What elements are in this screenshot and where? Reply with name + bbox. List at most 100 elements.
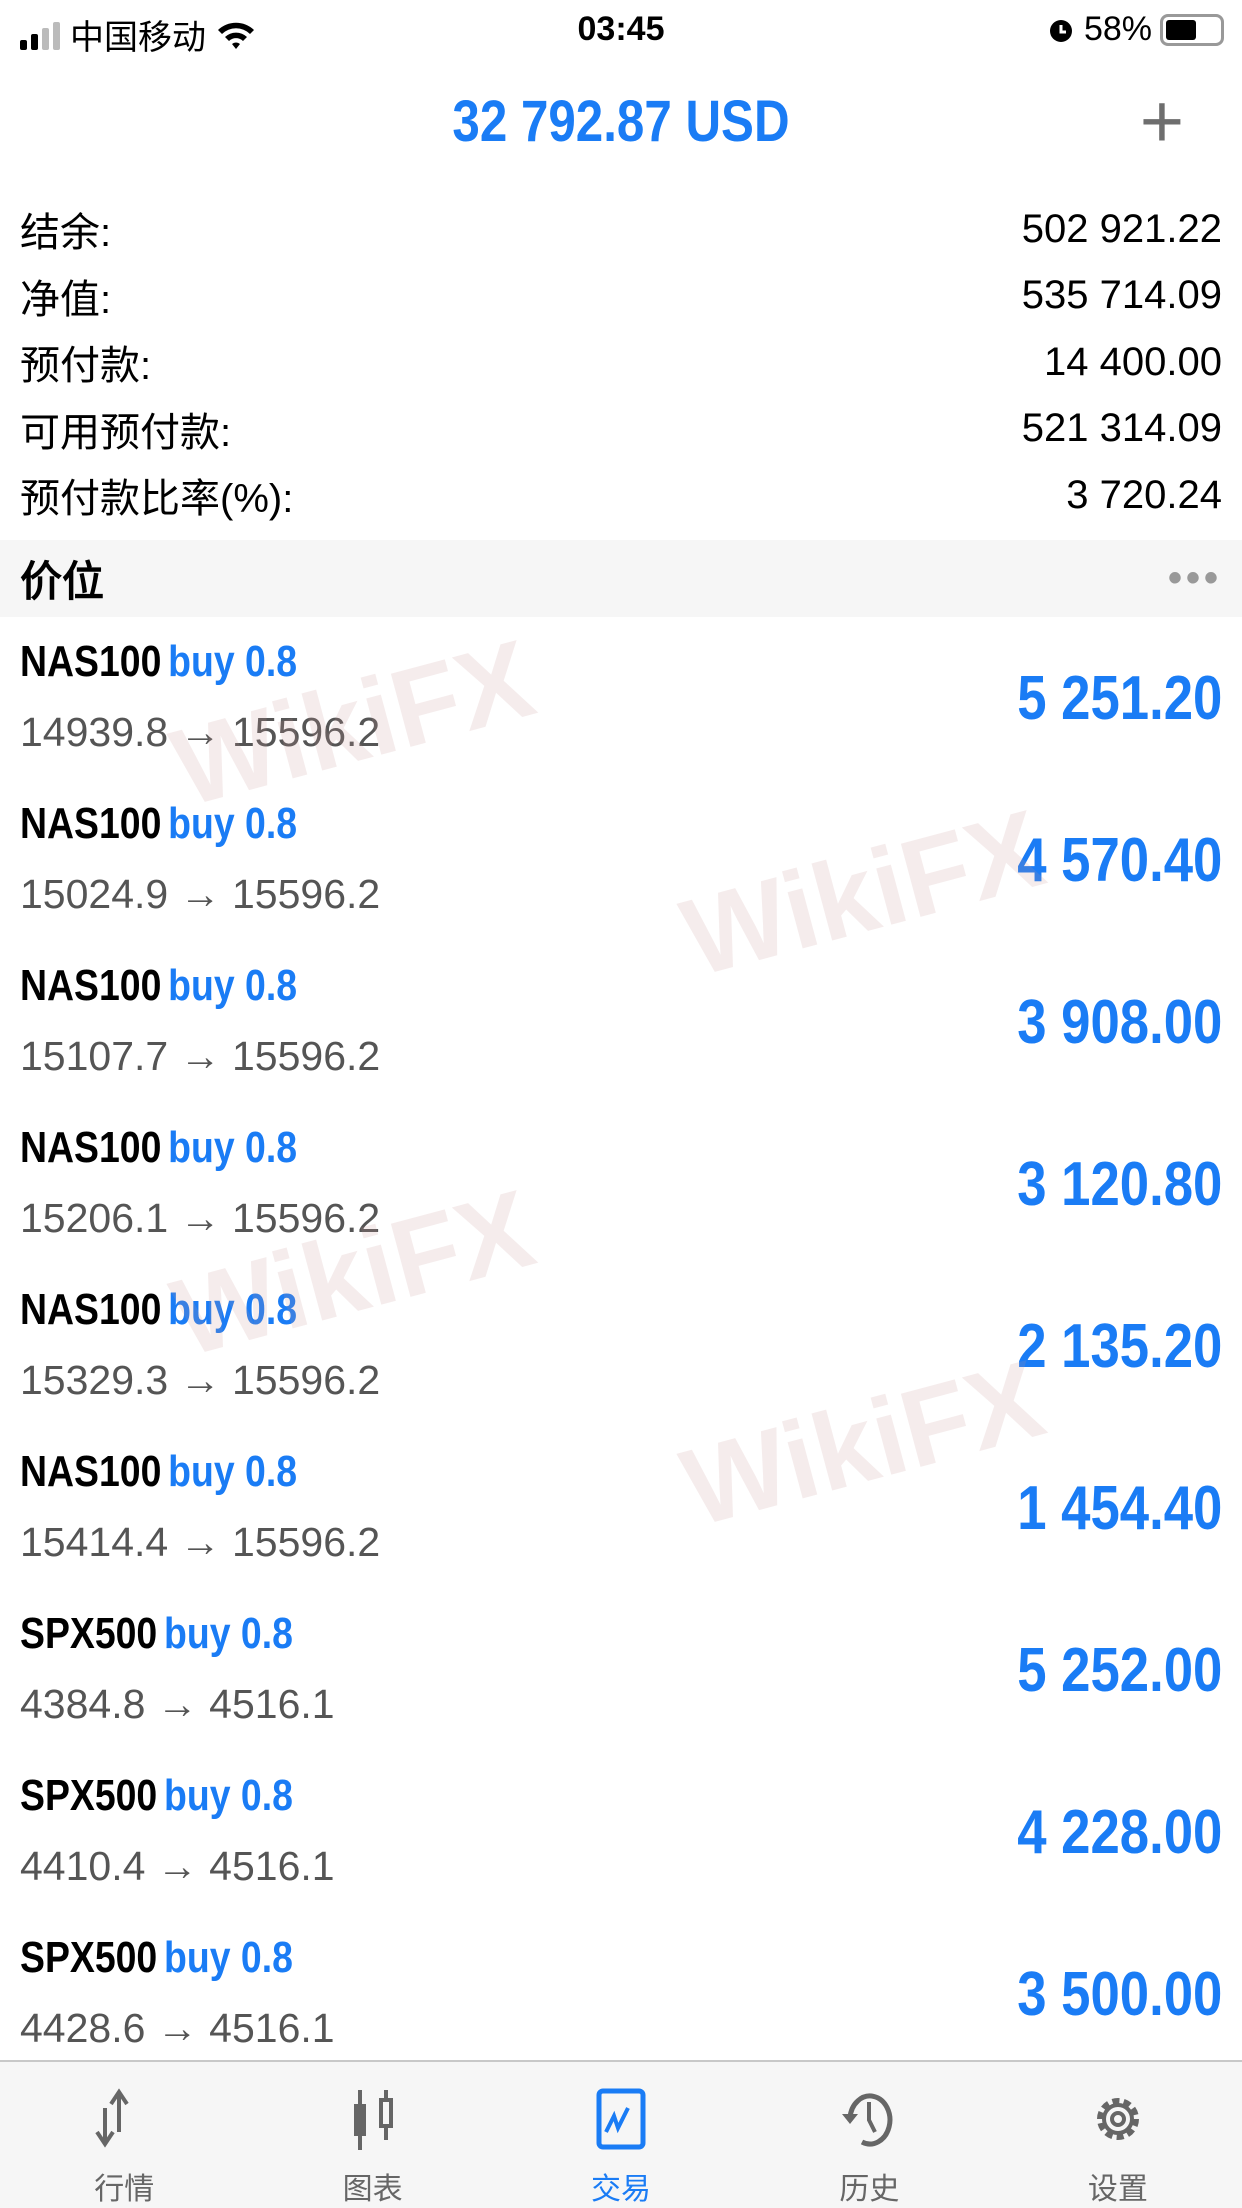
candlestick-icon bbox=[353, 2090, 393, 2150]
price-range: 15206.1 → 15596.2 bbox=[20, 1195, 381, 1241]
position-title: NAS100 buy 0.8 bbox=[20, 799, 297, 849]
price-range: 4428.6 → 4516.1 bbox=[20, 2005, 335, 2051]
battery-icon bbox=[1160, 13, 1224, 46]
price-range: 4384.8 → 4516.1 bbox=[20, 1681, 335, 1727]
account-label: 预付款比率(%): bbox=[20, 477, 294, 522]
trade-chart-icon bbox=[596, 2088, 646, 2150]
battery-percent: 58% bbox=[1083, 10, 1152, 48]
signal-icon bbox=[20, 20, 60, 50]
profit-value: 5 252.00 bbox=[1016, 1636, 1222, 1705]
symbol: NAS100 bbox=[20, 1447, 162, 1496]
tab-bar: 行情 图表 交易 历史 设置 bbox=[0, 2060, 1242, 2208]
price-range: 15329.3 → 15596.2 bbox=[20, 1357, 381, 1403]
position-title: SPX500 buy 0.8 bbox=[20, 1933, 293, 1983]
symbol: SPX500 bbox=[20, 1771, 158, 1820]
carrier-name: 中国移动 bbox=[70, 19, 206, 57]
position-title: NAS100 buy 0.8 bbox=[20, 1285, 297, 1335]
profit-value: 3 908.00 bbox=[1016, 988, 1222, 1057]
profit-value: 4 228.00 bbox=[1016, 1798, 1222, 1867]
price-range: 14939.8 → 15596.2 bbox=[20, 709, 381, 755]
price-range: 15024.9 → 15596.2 bbox=[20, 871, 381, 917]
position-title: SPX500 buy 0.8 bbox=[20, 1771, 293, 1821]
account-label: 结余: bbox=[20, 211, 112, 256]
profit-value: 2 135.20 bbox=[1016, 1312, 1222, 1381]
tab-label: 历史 bbox=[839, 2173, 900, 2206]
position-title: SPX500 buy 0.8 bbox=[20, 1609, 293, 1659]
position-row[interactable]: SPX500 buy 0.8 4384.8 → 4516.1 5 252.00 bbox=[0, 1589, 1242, 1751]
symbol: NAS100 bbox=[20, 799, 162, 848]
tab-settings[interactable]: 设置 bbox=[994, 2062, 1242, 2208]
position-row[interactable]: NAS100 buy 0.8 14939.8 → 15596.2 5 251.20 bbox=[0, 617, 1242, 779]
tab-label: 行情 bbox=[94, 2173, 155, 2206]
account-value: 502 921.22 bbox=[1021, 206, 1222, 251]
tab-history[interactable]: 历史 bbox=[745, 2062, 993, 2208]
tab-quotes[interactable]: 行情 bbox=[0, 2062, 248, 2208]
tab-charts[interactable]: 图表 bbox=[248, 2062, 496, 2208]
position-title: NAS100 buy 0.8 bbox=[20, 637, 297, 687]
price-range: 15107.7 → 15596.2 bbox=[20, 1033, 381, 1079]
gear-icon bbox=[1096, 2098, 1139, 2140]
symbol: NAS100 bbox=[20, 961, 162, 1010]
account-value: 14 400.00 bbox=[1044, 339, 1222, 384]
positions-header: 价位 ••• bbox=[0, 540, 1242, 617]
position-row[interactable]: NAS100 buy 0.8 15414.4 → 15596.2 1 454.40 bbox=[0, 1427, 1242, 1589]
page-title: 32 792.87 USD bbox=[452, 89, 790, 154]
trade-side: buy 0.8 bbox=[168, 961, 298, 1010]
profit-value: 5 251.20 bbox=[1016, 664, 1222, 733]
account-summary: 结余: 502 921.22 净值: 535 714.09 预付款: 14 400.0… bbox=[20, 196, 1222, 529]
symbol: SPX500 bbox=[20, 1609, 158, 1658]
account-row: 可用预付款: 521 314.09 bbox=[20, 396, 1222, 463]
position-row[interactable]: NAS100 buy 0.8 15329.3 → 15596.2 2 135.20 bbox=[0, 1265, 1242, 1427]
positions-list: NAS100 buy 0.8 14939.8 → 15596.2 5 251.20… bbox=[0, 617, 1242, 2075]
position-title: NAS100 buy 0.8 bbox=[20, 1447, 297, 1497]
tab-label: 图表 bbox=[342, 2173, 403, 2206]
history-icon bbox=[842, 2093, 893, 2147]
price-range: 15414.4 → 15596.2 bbox=[20, 1519, 381, 1565]
profit-value: 1 454.40 bbox=[1016, 1474, 1222, 1543]
account-value: 535 714.09 bbox=[1021, 273, 1222, 318]
account-label: 预付款: bbox=[20, 344, 152, 389]
clock: 03:45 bbox=[577, 10, 665, 48]
account-value: 3 720.24 bbox=[1066, 472, 1222, 517]
position-row[interactable]: SPX500 buy 0.8 4410.4 → 4516.1 4 228.00 bbox=[0, 1751, 1242, 1913]
account-row: 净值: 535 714.09 bbox=[20, 263, 1222, 330]
symbol: SPX500 bbox=[20, 1933, 158, 1982]
price-range: 4410.4 → 4516.1 bbox=[20, 1843, 335, 1889]
account-row: 预付款比率(%): 3 720.24 bbox=[20, 462, 1222, 529]
trade-side: buy 0.8 bbox=[168, 637, 298, 686]
trade-side: buy 0.8 bbox=[164, 1609, 293, 1658]
trade-side: buy 0.8 bbox=[168, 1447, 298, 1496]
status-bar: 中国移动 03:45 58% bbox=[0, 0, 1242, 62]
plus-icon[interactable]: + bbox=[1139, 79, 1185, 164]
position-title: NAS100 buy 0.8 bbox=[20, 961, 297, 1011]
profit-value: 3 120.80 bbox=[1016, 1150, 1222, 1219]
arrows-updown-icon bbox=[95, 2088, 129, 2148]
account-row: 结余: 502 921.22 bbox=[20, 196, 1222, 263]
symbol: NAS100 bbox=[20, 1123, 162, 1172]
trade-side: buy 0.8 bbox=[168, 1123, 298, 1172]
wifi-icon bbox=[218, 22, 254, 49]
account-label: 净值: bbox=[20, 277, 112, 322]
trade-side: buy 0.8 bbox=[168, 1285, 298, 1334]
position-row[interactable]: NAS100 buy 0.8 15206.1 → 15596.2 3 120.80 bbox=[0, 1103, 1242, 1265]
tab-trade[interactable]: 交易 bbox=[497, 2062, 745, 2208]
section-title: 价位 bbox=[20, 558, 105, 605]
profit-value: 4 570.40 bbox=[1016, 826, 1222, 895]
account-label: 可用预付款: bbox=[20, 410, 232, 455]
more-icon[interactable]: ••• bbox=[1167, 556, 1222, 600]
trade-side: buy 0.8 bbox=[164, 1933, 293, 1982]
account-row: 预付款: 14 400.00 bbox=[20, 329, 1222, 396]
position-row[interactable]: NAS100 buy 0.8 15107.7 → 15596.2 3 908.00 bbox=[0, 941, 1242, 1103]
position-row[interactable]: NAS100 buy 0.8 15024.9 → 15596.2 4 570.40 bbox=[0, 779, 1242, 941]
position-title: NAS100 buy 0.8 bbox=[20, 1123, 297, 1173]
profit-value: 3 500.00 bbox=[1016, 1960, 1222, 2029]
trade-side: buy 0.8 bbox=[164, 1771, 293, 1820]
account-value: 521 314.09 bbox=[1021, 406, 1222, 451]
symbol: NAS100 bbox=[20, 1285, 162, 1334]
trade-side: buy 0.8 bbox=[168, 799, 298, 848]
alarm-icon bbox=[1049, 19, 1072, 42]
symbol: NAS100 bbox=[20, 637, 162, 686]
tab-label: 设置 bbox=[1087, 2173, 1148, 2206]
tab-label: 交易 bbox=[591, 2173, 652, 2206]
position-row[interactable]: SPX500 buy 0.8 4428.6 → 4516.1 3 500.00 bbox=[0, 1913, 1242, 2075]
